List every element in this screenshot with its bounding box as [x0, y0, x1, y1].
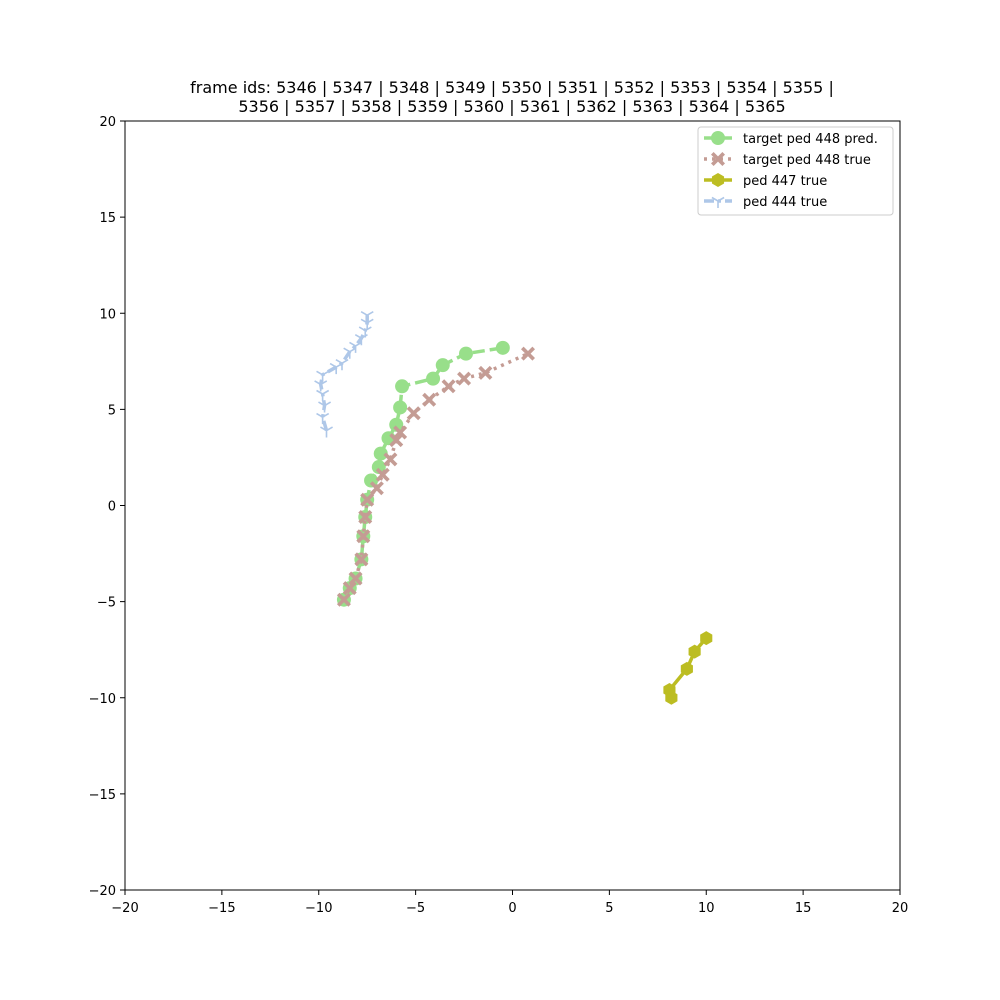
y-tick-label: −5	[97, 596, 116, 611]
data-point	[358, 510, 373, 525]
data-point	[360, 318, 374, 330]
data-point	[342, 581, 357, 596]
data-point	[663, 683, 676, 698]
x-axis-ticks: −20 −15 −10 −5 0 5 10 15 20	[111, 890, 908, 916]
data-point	[369, 481, 384, 496]
data-point	[383, 452, 398, 467]
data-point	[354, 334, 368, 346]
series-2	[336, 346, 535, 607]
data-point	[680, 661, 693, 676]
y-tick-label: −20	[89, 884, 116, 899]
data-point	[320, 426, 333, 438]
legend-marker-swatch	[711, 196, 725, 208]
data-point	[356, 529, 371, 544]
data-point	[441, 379, 456, 394]
legend-label: ped 447 true	[743, 174, 827, 189]
plot-area-frame	[124, 120, 901, 891]
x-tick-label: 0	[508, 901, 516, 916]
x-tick-label: 10	[698, 901, 715, 916]
x-tick-label: 15	[795, 901, 812, 916]
data-point	[395, 379, 410, 394]
legend-entry: target ped 448 pred.	[704, 131, 878, 147]
legend-entry: ped 444 true	[704, 195, 827, 210]
data-point	[371, 460, 386, 475]
series-4	[314, 310, 374, 438]
data-point	[360, 492, 375, 507]
data-point	[393, 400, 408, 415]
data-point	[426, 371, 441, 386]
series-3	[663, 631, 713, 705]
data-point	[393, 425, 408, 440]
data-point	[457, 371, 472, 386]
y-tick-label: −15	[89, 788, 116, 803]
data-point	[521, 346, 535, 361]
legend-label: target ped 448 pred.	[743, 132, 878, 147]
data-point	[389, 433, 404, 448]
y-axis-ticks: −20 −15 −10 −5 0 5 10 15 20	[89, 115, 125, 899]
data-point	[354, 552, 369, 567]
y-tick-label: 10	[99, 307, 116, 322]
x-tick-label: −20	[111, 901, 138, 916]
x-tick-label: −10	[305, 901, 332, 916]
data-point	[318, 401, 332, 413]
data-point	[688, 644, 701, 659]
x-tick-label: 5	[605, 901, 613, 916]
chart-title-line-2: 5356 | 5357 | 5358 | 5359 | 5360 | 5361 …	[238, 97, 785, 116]
y-tick-label: 20	[99, 115, 116, 130]
legend-box	[697, 126, 894, 216]
chart-title-line-1: frame ids: 5346 | 5347 | 5348 | 5349 | 5…	[190, 78, 834, 97]
legend-entry: ped 447 true	[704, 173, 827, 189]
y-tick-label: −10	[89, 692, 116, 707]
data-point	[478, 365, 493, 380]
series-line	[318, 315, 369, 432]
data-point	[360, 310, 374, 323]
legend-marker-swatch	[711, 173, 725, 187]
data-point	[316, 389, 330, 401]
data-point	[316, 412, 330, 425]
data-point	[314, 380, 328, 392]
data-point	[435, 358, 450, 373]
x-tick-label: −5	[406, 901, 425, 916]
data-point	[700, 631, 713, 646]
legend-label: target ped 448 true	[743, 153, 871, 168]
y-tick-label: 15	[99, 211, 116, 226]
data-point	[335, 359, 349, 371]
y-tick-label: 0	[108, 500, 116, 515]
data-point	[336, 592, 351, 607]
data-point	[316, 370, 330, 382]
data-point	[495, 340, 510, 355]
data-point	[459, 346, 473, 361]
legend-entry: target ped 448 true	[704, 152, 871, 168]
data-point	[422, 392, 437, 407]
y-tick-label: 5	[108, 403, 116, 418]
legend: target ped 448 pred. target ped 448 true p…	[697, 126, 894, 216]
x-tick-label: −15	[208, 901, 235, 916]
x-tick-label: 20	[892, 901, 909, 916]
data-point	[348, 571, 363, 586]
legend-marker-swatch	[711, 131, 725, 145]
series-layer	[314, 310, 713, 705]
data-point	[406, 406, 421, 421]
data-point	[389, 417, 404, 432]
data-point	[358, 326, 372, 338]
legend-marker-swatch	[711, 152, 725, 166]
data-point	[375, 467, 390, 482]
data-point	[373, 446, 388, 461]
legend-label: ped 444 true	[743, 195, 827, 210]
